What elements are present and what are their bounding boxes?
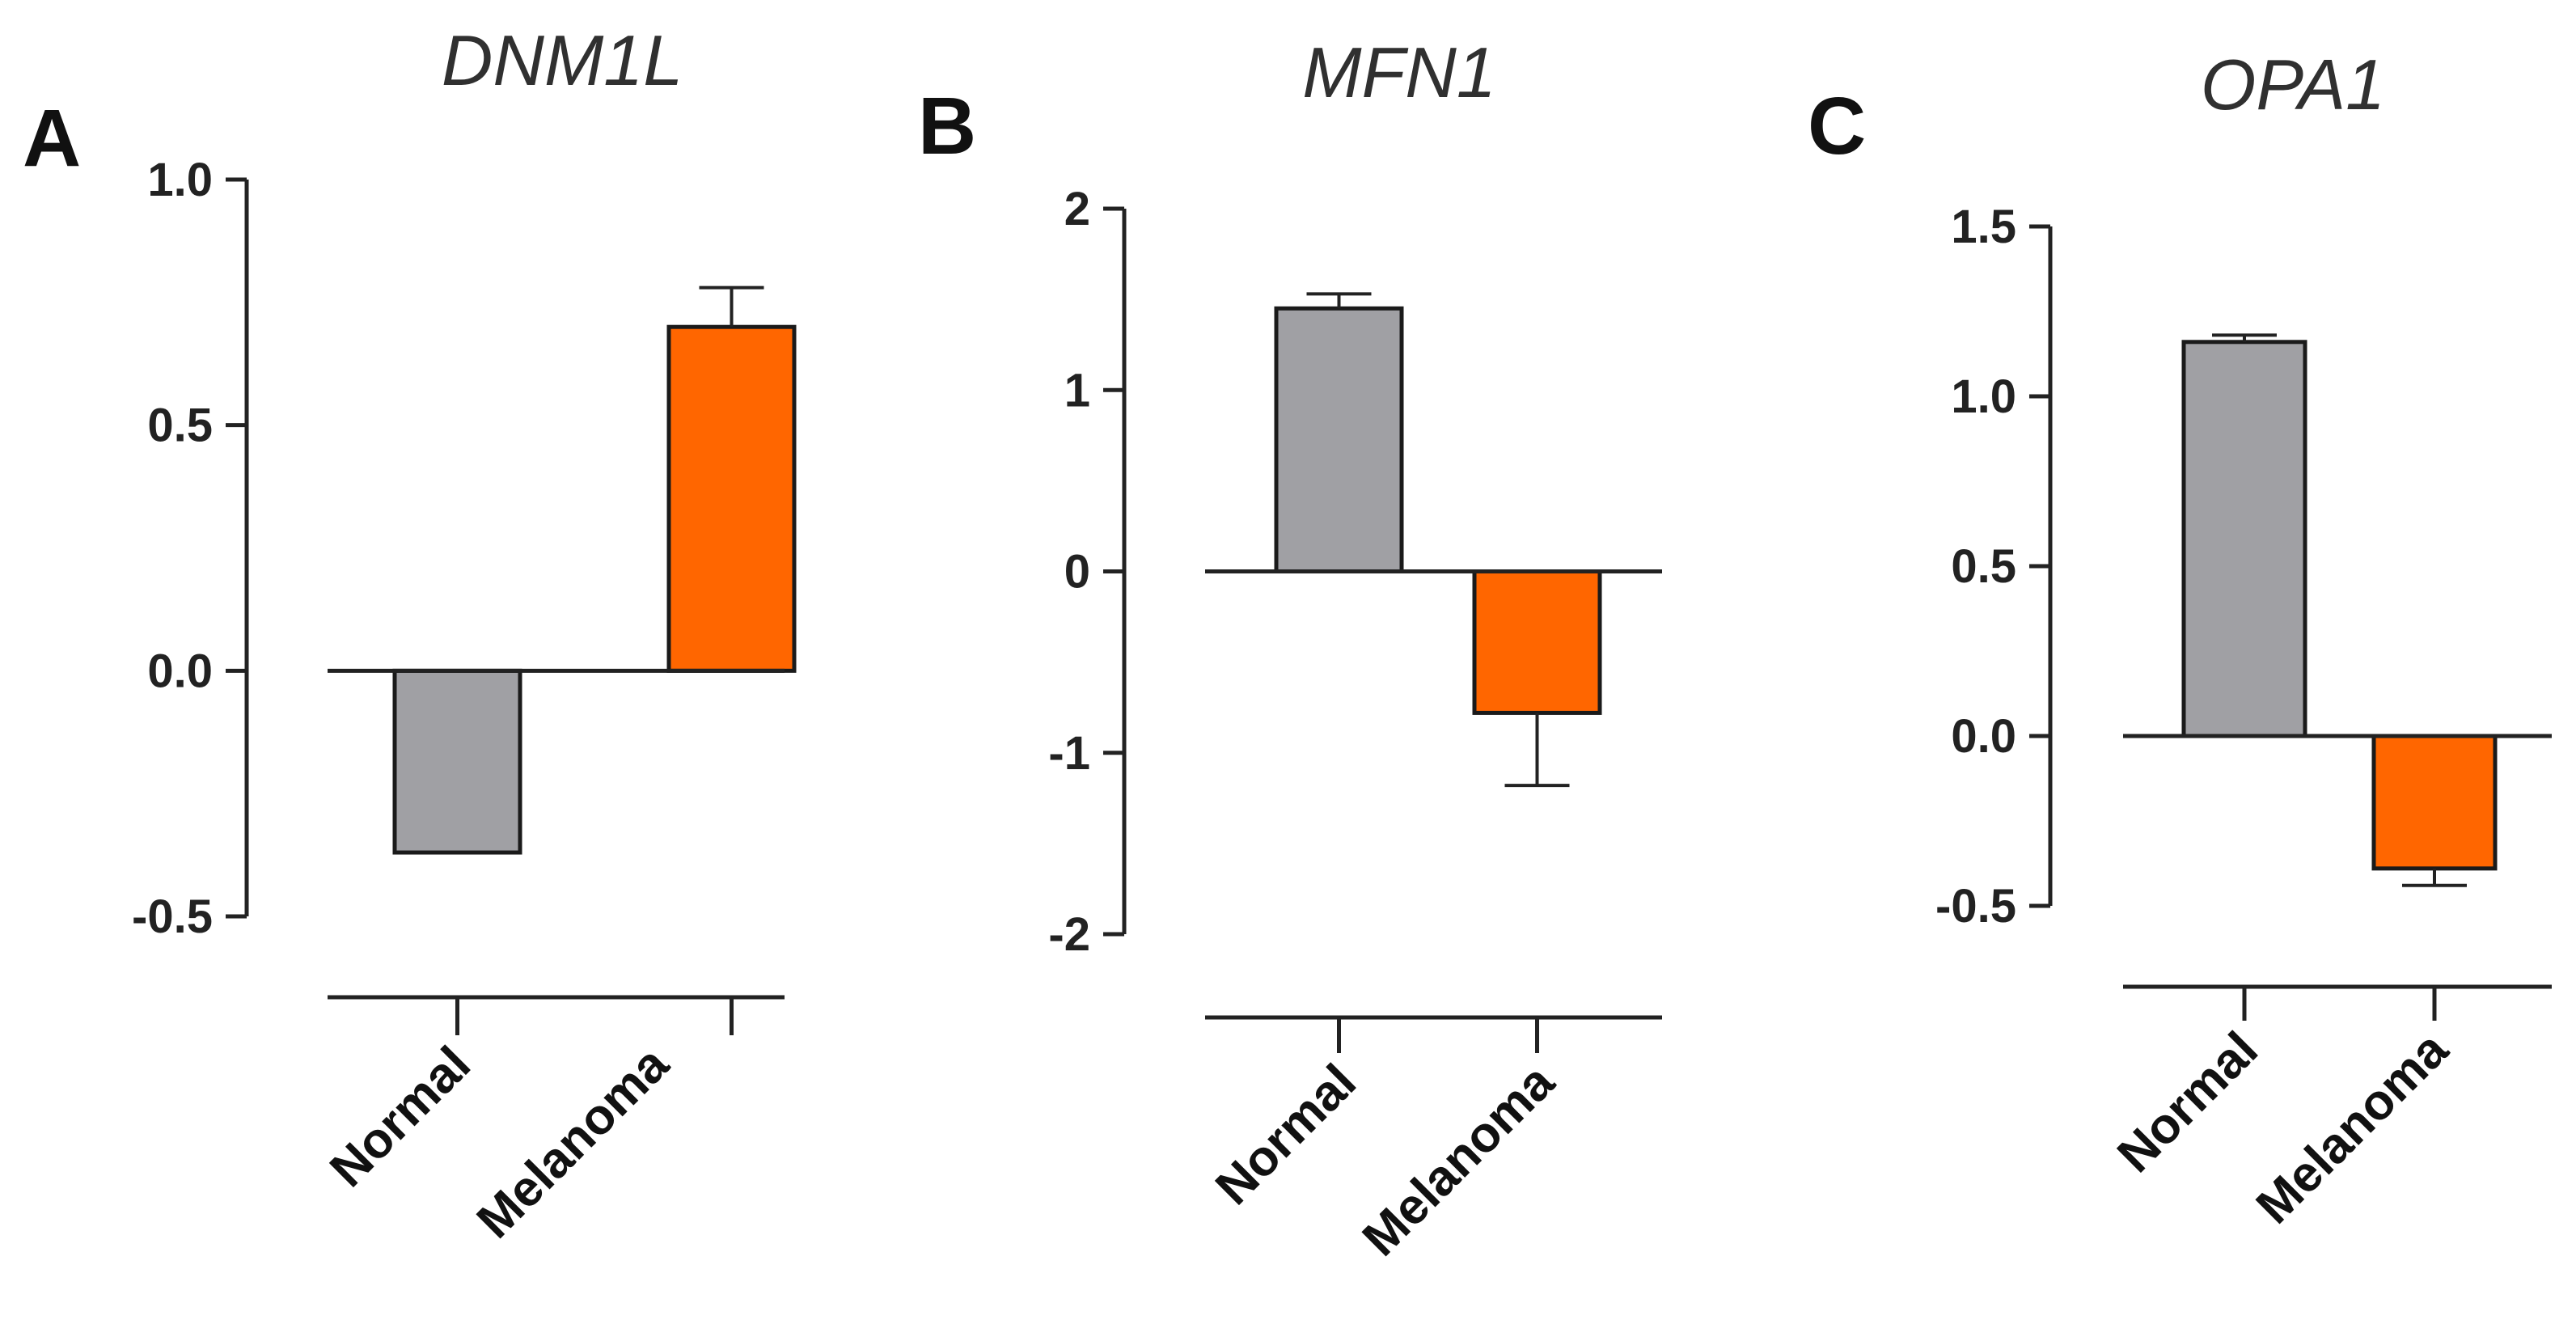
- y-tick-label: -2: [1048, 908, 1090, 961]
- chart-title-mfn1: MFN1: [1302, 32, 1496, 112]
- chart-title-opa1: OPA1: [2201, 44, 2385, 125]
- y-tick-label: -0.5: [132, 890, 213, 943]
- chart-title-dnm1l: DNM1L: [442, 20, 683, 100]
- bar-melanoma: [1472, 569, 1602, 715]
- panel-letter-c: C: [1808, 81, 1866, 171]
- y-tick-label: 0: [1064, 546, 1090, 599]
- y-tick-label: 1.0: [147, 154, 213, 206]
- x-category-label-melanoma: Melanoma: [2246, 1022, 2460, 1235]
- y-tick-label: 1.0: [1951, 370, 2016, 423]
- x-category-label-normal: Normal: [2107, 1022, 2269, 1183]
- y-tick-label: 0.0: [1951, 710, 2016, 763]
- bar-normal: [2181, 340, 2307, 738]
- bar-normal: [1274, 306, 1404, 573]
- y-tick-label: 0.0: [147, 645, 213, 697]
- y-tick-label: 0.5: [1951, 540, 2016, 593]
- y-tick-label: 1.5: [1951, 201, 2016, 253]
- y-tick-label: 2: [1064, 183, 1090, 235]
- x-category-label-melanoma: Melanoma: [1352, 1054, 1566, 1267]
- bar-melanoma: [666, 324, 797, 673]
- x-category-label-normal: Normal: [319, 1036, 481, 1198]
- panel-letter-b: B: [918, 81, 976, 171]
- panel-letter-a: A: [23, 93, 81, 184]
- y-tick-label: -1: [1048, 727, 1090, 780]
- y-tick-label: 0.5: [147, 400, 213, 452]
- x-category-label-melanoma: Melanoma: [467, 1036, 680, 1250]
- bar-normal: [392, 668, 522, 855]
- y-tick-label: -0.5: [1935, 880, 2016, 933]
- bar-melanoma: [2371, 734, 2498, 871]
- y-tick-label: 1: [1064, 364, 1090, 417]
- x-category-label-normal: Normal: [1205, 1054, 1367, 1216]
